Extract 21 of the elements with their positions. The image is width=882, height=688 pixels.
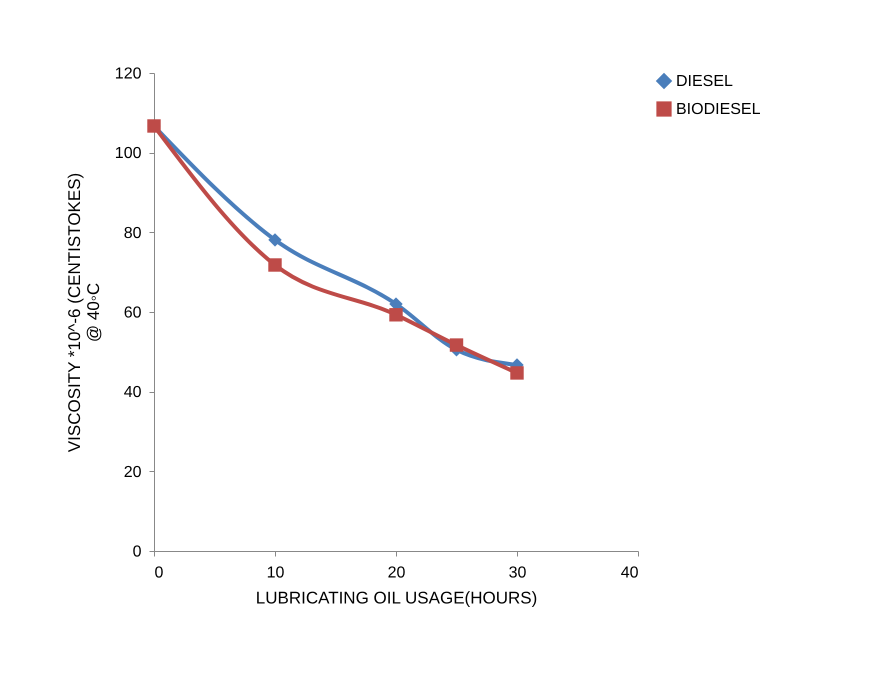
y-tick-label: 40 xyxy=(124,384,142,402)
x-tick-label: 20 xyxy=(388,564,406,582)
x-tick-label: 40 xyxy=(620,564,639,582)
y-axis-title: VISCOSITY *10^-6 (CENTISTOKES) @ 40◦C xyxy=(64,172,103,452)
y-tick-label: 60 xyxy=(124,304,142,322)
y-tick-label: 20 xyxy=(124,464,142,481)
point xyxy=(389,308,403,322)
y-tick-label: 0 xyxy=(132,544,142,560)
y-tick-label: 100 xyxy=(114,145,142,162)
y-tick-label: 80 xyxy=(124,224,142,242)
x-axis-title: LUBRICATING OIL USAGE(HOURS) xyxy=(256,588,538,608)
point xyxy=(268,233,282,247)
legend-label: BIODIESEL xyxy=(676,101,761,118)
x-tick-label: 10 xyxy=(266,564,284,582)
x-tick-label: 30 xyxy=(508,564,526,582)
point xyxy=(268,258,282,272)
x-tick-label: 0 xyxy=(154,564,164,582)
point xyxy=(510,366,524,380)
y-tick-label: 120 xyxy=(114,66,142,82)
legend-label: DIESEL xyxy=(676,73,734,90)
point xyxy=(450,338,464,352)
